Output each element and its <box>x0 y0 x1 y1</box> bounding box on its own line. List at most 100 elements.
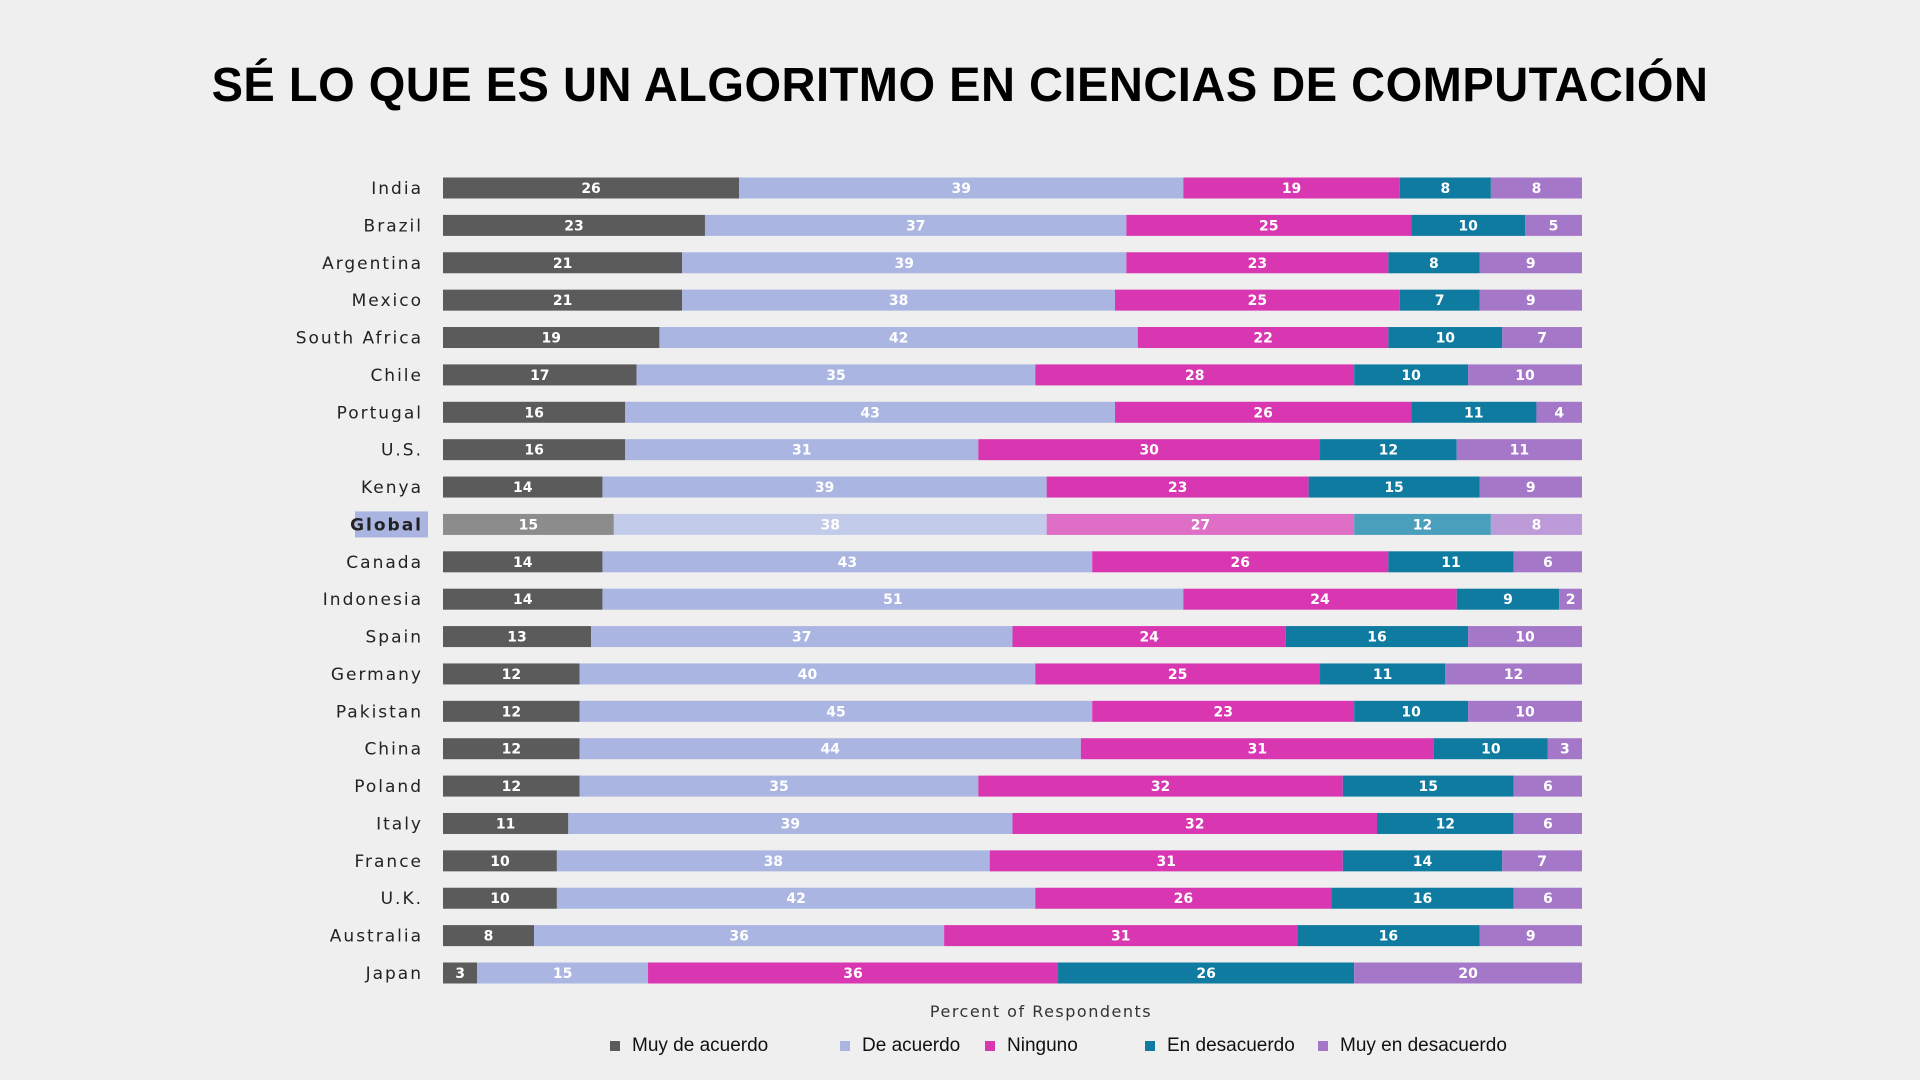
bar-segment <box>1376 812 1514 834</box>
x-axis-label: Percent of Respondents <box>930 1002 1152 1021</box>
bar-segment <box>1388 252 1480 274</box>
bar-segment <box>1137 327 1389 349</box>
bar-segment <box>1331 887 1514 909</box>
data-label: 7 <box>1537 331 1547 347</box>
legend: Muy de acuerdo De acuerdo Ninguno En desacu… <box>0 1035 1920 1061</box>
data-label: 14 <box>513 555 533 571</box>
category-label: Spain <box>366 628 424 648</box>
category-label: Global <box>350 515 423 535</box>
bar-segment <box>1388 551 1514 573</box>
bar-segment <box>1399 177 1491 199</box>
data-label: 25 <box>1259 218 1278 234</box>
bar-segment <box>1490 177 1582 199</box>
category-label: Italy <box>376 814 423 834</box>
bar-segment <box>1502 850 1582 872</box>
data-label: 27 <box>1191 517 1210 533</box>
bar-segment <box>1513 775 1582 797</box>
data-label: 10 <box>490 854 510 870</box>
bar-row: Argentina 21 39 23 8 9 <box>322 252 1582 274</box>
bar-segment <box>579 700 1093 722</box>
data-label: 11 <box>1464 405 1483 421</box>
data-label: 39 <box>952 181 971 197</box>
data-label: 39 <box>895 256 914 272</box>
data-label: 31 <box>1111 929 1130 945</box>
bar-segment <box>443 588 603 610</box>
data-label: 38 <box>889 293 908 309</box>
data-label: 9 <box>1526 293 1536 309</box>
data-label: 37 <box>792 630 811 646</box>
bar-segment <box>682 289 1116 311</box>
bar-segment <box>682 252 1127 274</box>
legend-label: En desacuerdo <box>1167 1035 1295 1056</box>
data-label: 6 <box>1543 555 1553 571</box>
data-label: 31 <box>1248 742 1267 758</box>
bar-segment <box>1513 887 1582 909</box>
data-label: 9 <box>1526 256 1536 272</box>
data-label: 12 <box>1379 443 1398 459</box>
legend-label: De acuerdo <box>862 1035 961 1056</box>
legend-item: De acuerdo <box>840 1035 960 1057</box>
bar-segment <box>443 887 557 909</box>
bar-row: Kenya 14 39 23 15 9 <box>361 476 1582 498</box>
data-label: 12 <box>502 779 521 795</box>
bar-segment <box>579 663 1036 685</box>
bar-segment <box>443 364 637 386</box>
bar-segment <box>1479 289 1582 311</box>
category-label: U.K. <box>381 889 423 909</box>
category-label: Japan <box>365 964 423 984</box>
category-label: South Africa <box>296 329 423 349</box>
bar-segment <box>443 700 580 722</box>
bar-segment <box>1479 476 1582 498</box>
category-label: Indonesia <box>323 590 423 610</box>
bar-row: India 26 39 19 8 8 <box>371 177 1582 199</box>
data-label: 12 <box>502 704 521 720</box>
data-label: 9 <box>1503 592 1513 608</box>
legend-item: Muy en desacuerdo <box>1318 1035 1507 1057</box>
bar-segment <box>1513 551 1582 573</box>
data-label: 4 <box>1554 405 1564 421</box>
bar-segment <box>1456 588 1560 610</box>
bar-segment <box>568 812 1013 834</box>
bar-segment <box>443 551 603 573</box>
data-label: 43 <box>860 405 879 421</box>
bar-segment <box>1513 812 1582 834</box>
category-label: Mexico <box>352 291 423 311</box>
data-label: 26 <box>581 181 600 197</box>
bar-row: U.S. 16 31 30 12 11 <box>381 439 1582 461</box>
bar-segment <box>534 925 945 947</box>
data-label: 38 <box>821 517 840 533</box>
bar-segment <box>443 775 580 797</box>
legend-swatch-icon <box>610 1041 620 1051</box>
bar-segment <box>1035 887 1332 909</box>
bar-segment <box>1411 214 1526 236</box>
data-label: 7 <box>1435 293 1445 309</box>
data-label: 10 <box>1515 368 1535 384</box>
data-label: 16 <box>1379 929 1398 945</box>
bar-segment <box>556 850 990 872</box>
bar-segment <box>1092 551 1389 573</box>
bar-segment <box>1320 663 1446 685</box>
data-label: 8 <box>1532 181 1542 197</box>
legend-swatch-icon <box>840 1041 850 1051</box>
bar-segment <box>443 327 660 349</box>
data-label: 42 <box>889 331 908 347</box>
data-label: 14 <box>513 592 533 608</box>
data-label: 25 <box>1248 293 1267 309</box>
bar-segment <box>477 962 649 984</box>
bar-segment <box>648 962 1059 984</box>
data-label: 42 <box>786 891 805 907</box>
legend-label: Muy de acuerdo <box>632 1035 769 1056</box>
bar-segment <box>1479 252 1582 274</box>
bar-segment <box>443 962 478 984</box>
bar-row: Global 15 38 27 12 8 <box>350 511 1582 538</box>
bar-segment <box>1035 663 1321 685</box>
data-label: 8 <box>484 929 494 945</box>
category-label: Canada <box>346 553 423 573</box>
bar-segment <box>443 289 683 311</box>
data-label: 16 <box>524 405 543 421</box>
data-label: 20 <box>1458 966 1478 982</box>
bar-row: France 10 38 31 14 7 <box>354 850 1582 872</box>
data-label: 24 <box>1310 592 1330 608</box>
bar-segment <box>978 775 1343 797</box>
